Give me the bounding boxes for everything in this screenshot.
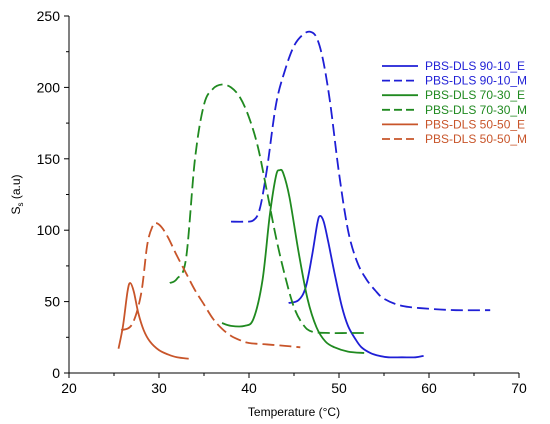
axes: 20 30 40 50 60 70 0 50 100 150 200 250 (37, 8, 527, 396)
x-tick-label: 20 (61, 380, 77, 396)
y-tick-label: 50 (44, 294, 60, 310)
legend-label-5: PBS-DLS 50-50_E (425, 117, 525, 131)
y-tick-label: 150 (37, 151, 61, 167)
series-line-3 (221, 168, 365, 354)
y-axis-title-main: S (9, 207, 23, 215)
series-line-5 (117, 282, 189, 360)
legend-label-2: PBS-DLS 90-10_M (425, 74, 527, 88)
y-tick-label: 250 (37, 8, 61, 24)
series-line-4 (169, 83, 365, 335)
y-tick-label: 200 (37, 79, 61, 95)
x-tick-label: 40 (241, 380, 257, 396)
series-line-1 (288, 215, 424, 359)
y-tick-label: 100 (37, 222, 61, 238)
y-axis-title-unit: (a.u) (9, 174, 23, 202)
plot-area (117, 30, 491, 360)
y-tick-label: 0 (52, 365, 60, 381)
x-tick-label: 70 (511, 380, 527, 396)
legend-label-1: PBS-DLS 90-10_E (425, 59, 525, 73)
x-tick-label: 60 (421, 380, 437, 396)
y-axis-title-subscript: s (16, 203, 25, 207)
x-axis-title: Temperature (°C) (248, 405, 340, 419)
x-tick-label: 30 (151, 380, 167, 396)
legend-label-3: PBS-DLS 70-30_E (425, 88, 525, 102)
series-line-6 (120, 222, 301, 349)
legend-label-6: PBS-DLS 50-50_M (425, 132, 527, 146)
x-tick-label: 50 (331, 380, 347, 396)
series-line-2 (230, 30, 491, 312)
legend-label-4: PBS-DLS 70-30_M (425, 103, 527, 117)
y-axis-title: Ss (a.u) (9, 174, 25, 214)
